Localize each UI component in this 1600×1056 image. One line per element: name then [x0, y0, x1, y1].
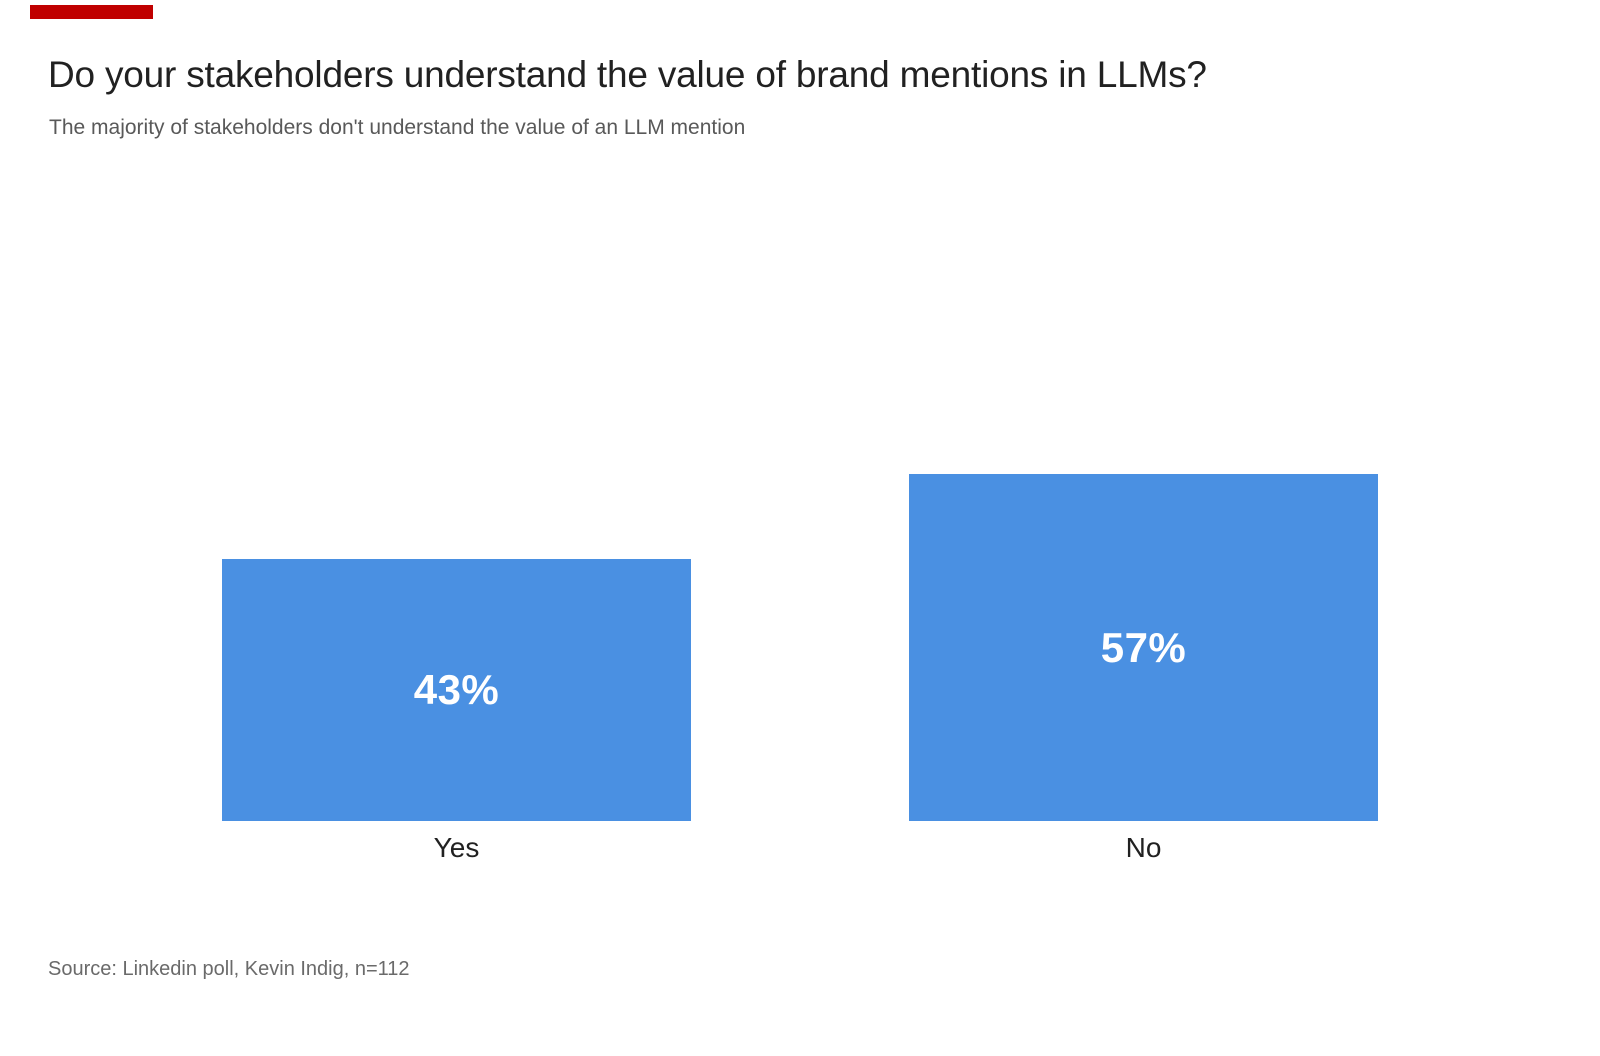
bar-category-label-no: No [1125, 832, 1162, 863]
bar-value-label-no: 57% [1100, 623, 1187, 671]
source-note: Source: Linkedin poll, Kevin Indig, n=11… [48, 958, 410, 980]
bar-value-label-yes: 43% [413, 666, 500, 713]
chart-title: Do your stakeholders understand the valu… [48, 54, 1207, 95]
bar-no: 57% [909, 474, 1378, 821]
brand-accent-bar [30, 5, 153, 19]
chart-subtitle: The majority of stakeholders don't under… [49, 116, 746, 139]
bar-yes: 43% [222, 559, 691, 821]
bar-category-label-yes: Yes [433, 832, 480, 863]
